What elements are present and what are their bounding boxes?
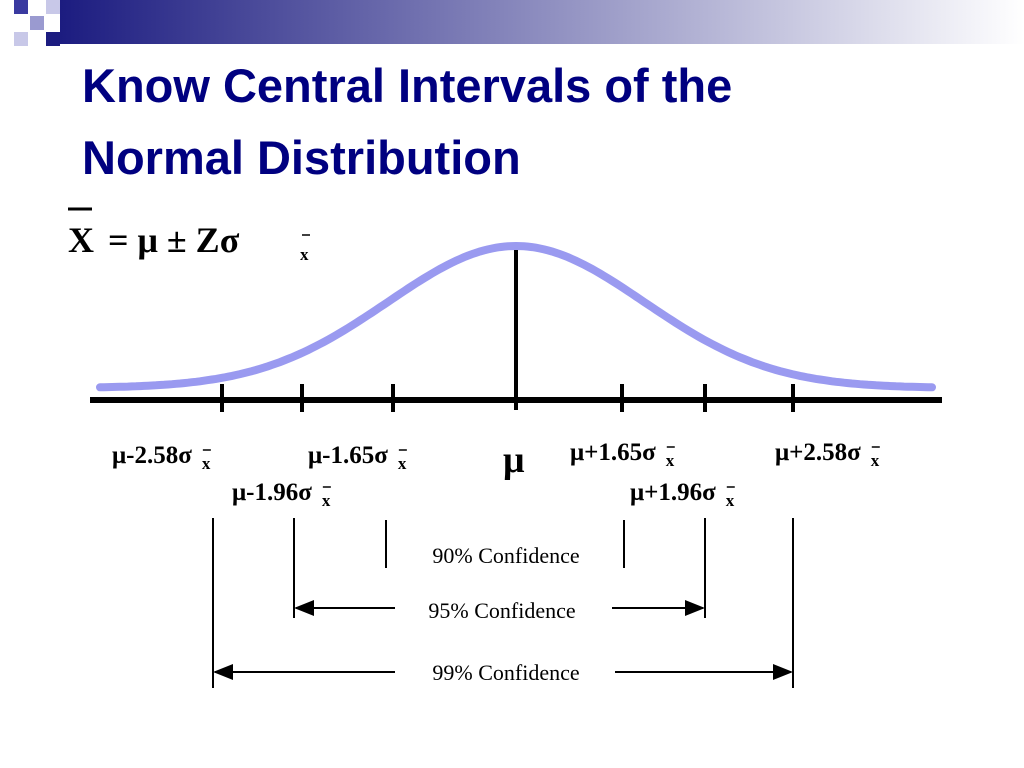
interval-label: μ-1.65σ — [308, 442, 388, 469]
formula-subscript: x — [300, 245, 309, 264]
formula-variable: X — [68, 220, 94, 260]
interval-label: μ+2.58σ — [775, 439, 861, 466]
title-line: Normal Distribution — [82, 131, 521, 184]
interval-text: 95% Confidence — [428, 598, 575, 623]
interval-text: 90% Confidence — [432, 543, 579, 568]
label-subscript: x — [398, 454, 407, 473]
label-subscript: x — [322, 491, 331, 510]
label-subscript: x — [726, 491, 735, 510]
label-subscript: x — [871, 451, 880, 470]
title-line: Know Central Intervals of the — [82, 59, 732, 112]
interval-label: μ+1.96σ — [630, 479, 716, 506]
normal-curve — [96, 241, 936, 392]
normal-curve-diagram: X = μ ± Zσ x μ μ-2.58σ x μ-1.96σ x μ-1.65σ x μ+1.6… — [68, 207, 942, 688]
formula-expression: = μ ± Zσ — [108, 220, 240, 260]
mean-label: μ — [503, 439, 525, 481]
interval-text: 99% Confidence — [432, 660, 579, 685]
label-subscript: x — [666, 451, 675, 470]
interval-label: μ-1.96σ — [232, 479, 312, 506]
label-subscript: x — [202, 454, 211, 473]
header-decoration — [14, 0, 1024, 46]
interval-label: μ-2.58σ — [112, 442, 192, 469]
interval-label: μ+1.65σ — [570, 439, 656, 466]
